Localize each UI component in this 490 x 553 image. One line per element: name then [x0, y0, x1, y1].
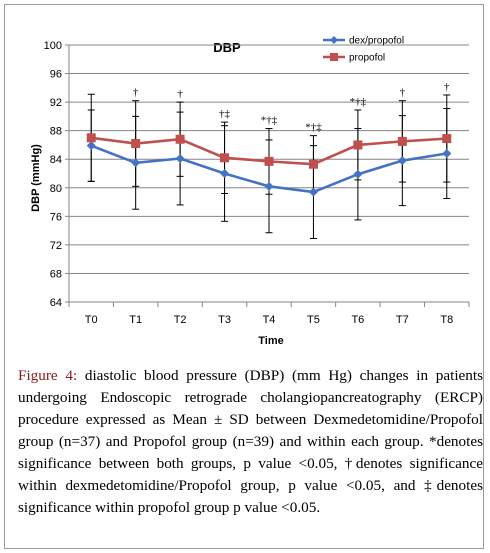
data-point-dex-propofol — [175, 154, 185, 164]
data-point-dex-propofol — [308, 187, 318, 197]
data-point-propofol — [264, 156, 274, 166]
y-tick-label: 76 — [50, 211, 62, 223]
data-point-dex-propofol — [442, 149, 452, 159]
legend-marker-dex-propofol — [330, 36, 338, 44]
x-tick-label-t1: T1 — [129, 314, 142, 326]
significance-label: *†‡ — [261, 115, 278, 127]
data-point-propofol — [308, 159, 318, 169]
data-point-dex-propofol — [86, 141, 96, 151]
caption-text: diastolic blood pressure (DBP) (mm Hg) c… — [18, 367, 484, 516]
y-tick-label: 72 — [50, 240, 62, 252]
significance-label: † — [133, 87, 139, 99]
data-point-dex-propofol — [264, 181, 274, 191]
data-point-propofol — [220, 153, 230, 163]
y-axis-title: DBP (mmHg) — [30, 144, 42, 212]
series-markers — [86, 133, 452, 197]
significance-label: *†‡ — [350, 96, 367, 108]
x-tick-label-t8: T8 — [440, 314, 453, 326]
significance-annotations: † † †‡ *†‡ *†‡ *†‡ † † — [133, 81, 450, 134]
data-point-propofol — [353, 140, 363, 150]
x-tick-label-t0: T0 — [85, 314, 98, 326]
legend: dex/propofol propofol — [323, 36, 404, 64]
data-point-propofol — [442, 134, 452, 144]
x-tick-label-t4: T4 — [263, 314, 276, 326]
x-tick-label-t3: T3 — [218, 314, 231, 326]
significance-label: † — [177, 88, 183, 100]
x-axis-title: Time — [258, 335, 283, 347]
data-point-propofol — [175, 134, 185, 144]
x-tick-label-t6: T6 — [351, 314, 364, 326]
figure-caption: Figure 4: diastolic blood pressure (DBP)… — [18, 365, 483, 519]
data-point-propofol — [397, 136, 407, 146]
x-tick-label-t5: T5 — [307, 314, 320, 326]
y-tick-label: 100 — [44, 40, 62, 52]
data-point-dex-propofol — [397, 156, 407, 166]
legend-marker-propofol — [330, 53, 338, 61]
data-point-dex-propofol — [220, 169, 230, 178]
y-tick-label: 80 — [50, 183, 62, 195]
dbp-line-chart: DBP 64 68 72 76 80 84 88 92 96 100 T0 T1 T2 T3 T4 T5 T6 T… — [30, 36, 470, 347]
x-tick-label-t7: T7 — [396, 314, 409, 326]
data-point-propofol — [131, 139, 141, 149]
x-tick-label-t2: T2 — [174, 314, 187, 326]
legend-label-dex-propofol: dex/propofol — [349, 36, 404, 47]
axes: 64 68 72 76 80 84 88 92 96 100 T0 T1 T2 T3 T4 T5 T6 T7 T8 — [44, 40, 470, 326]
y-tick-label: 68 — [50, 268, 62, 280]
significance-label: † — [400, 87, 406, 99]
figure-frame: DBP 64 68 72 76 80 84 88 92 96 100 T0 T1 T2 T3 T4 T5 T6 T… — [4, 4, 484, 549]
y-tick-label: 92 — [50, 97, 62, 109]
data-point-dex-propofol — [131, 158, 141, 168]
y-tick-label: 84 — [50, 154, 62, 166]
significance-label: †‡ — [219, 108, 231, 120]
figure-label: Figure 4: — [18, 367, 78, 384]
data-point-dex-propofol — [353, 169, 363, 179]
legend-label-propofol: propofol — [349, 53, 385, 64]
y-tick-label: 88 — [50, 126, 62, 138]
significance-label: † — [444, 81, 450, 93]
y-tick-label: 96 — [50, 69, 62, 81]
chart-title: DBP — [213, 40, 241, 55]
y-tick-label: 64 — [50, 297, 62, 309]
significance-label: *†‡ — [305, 122, 322, 134]
data-point-propofol — [86, 133, 96, 143]
